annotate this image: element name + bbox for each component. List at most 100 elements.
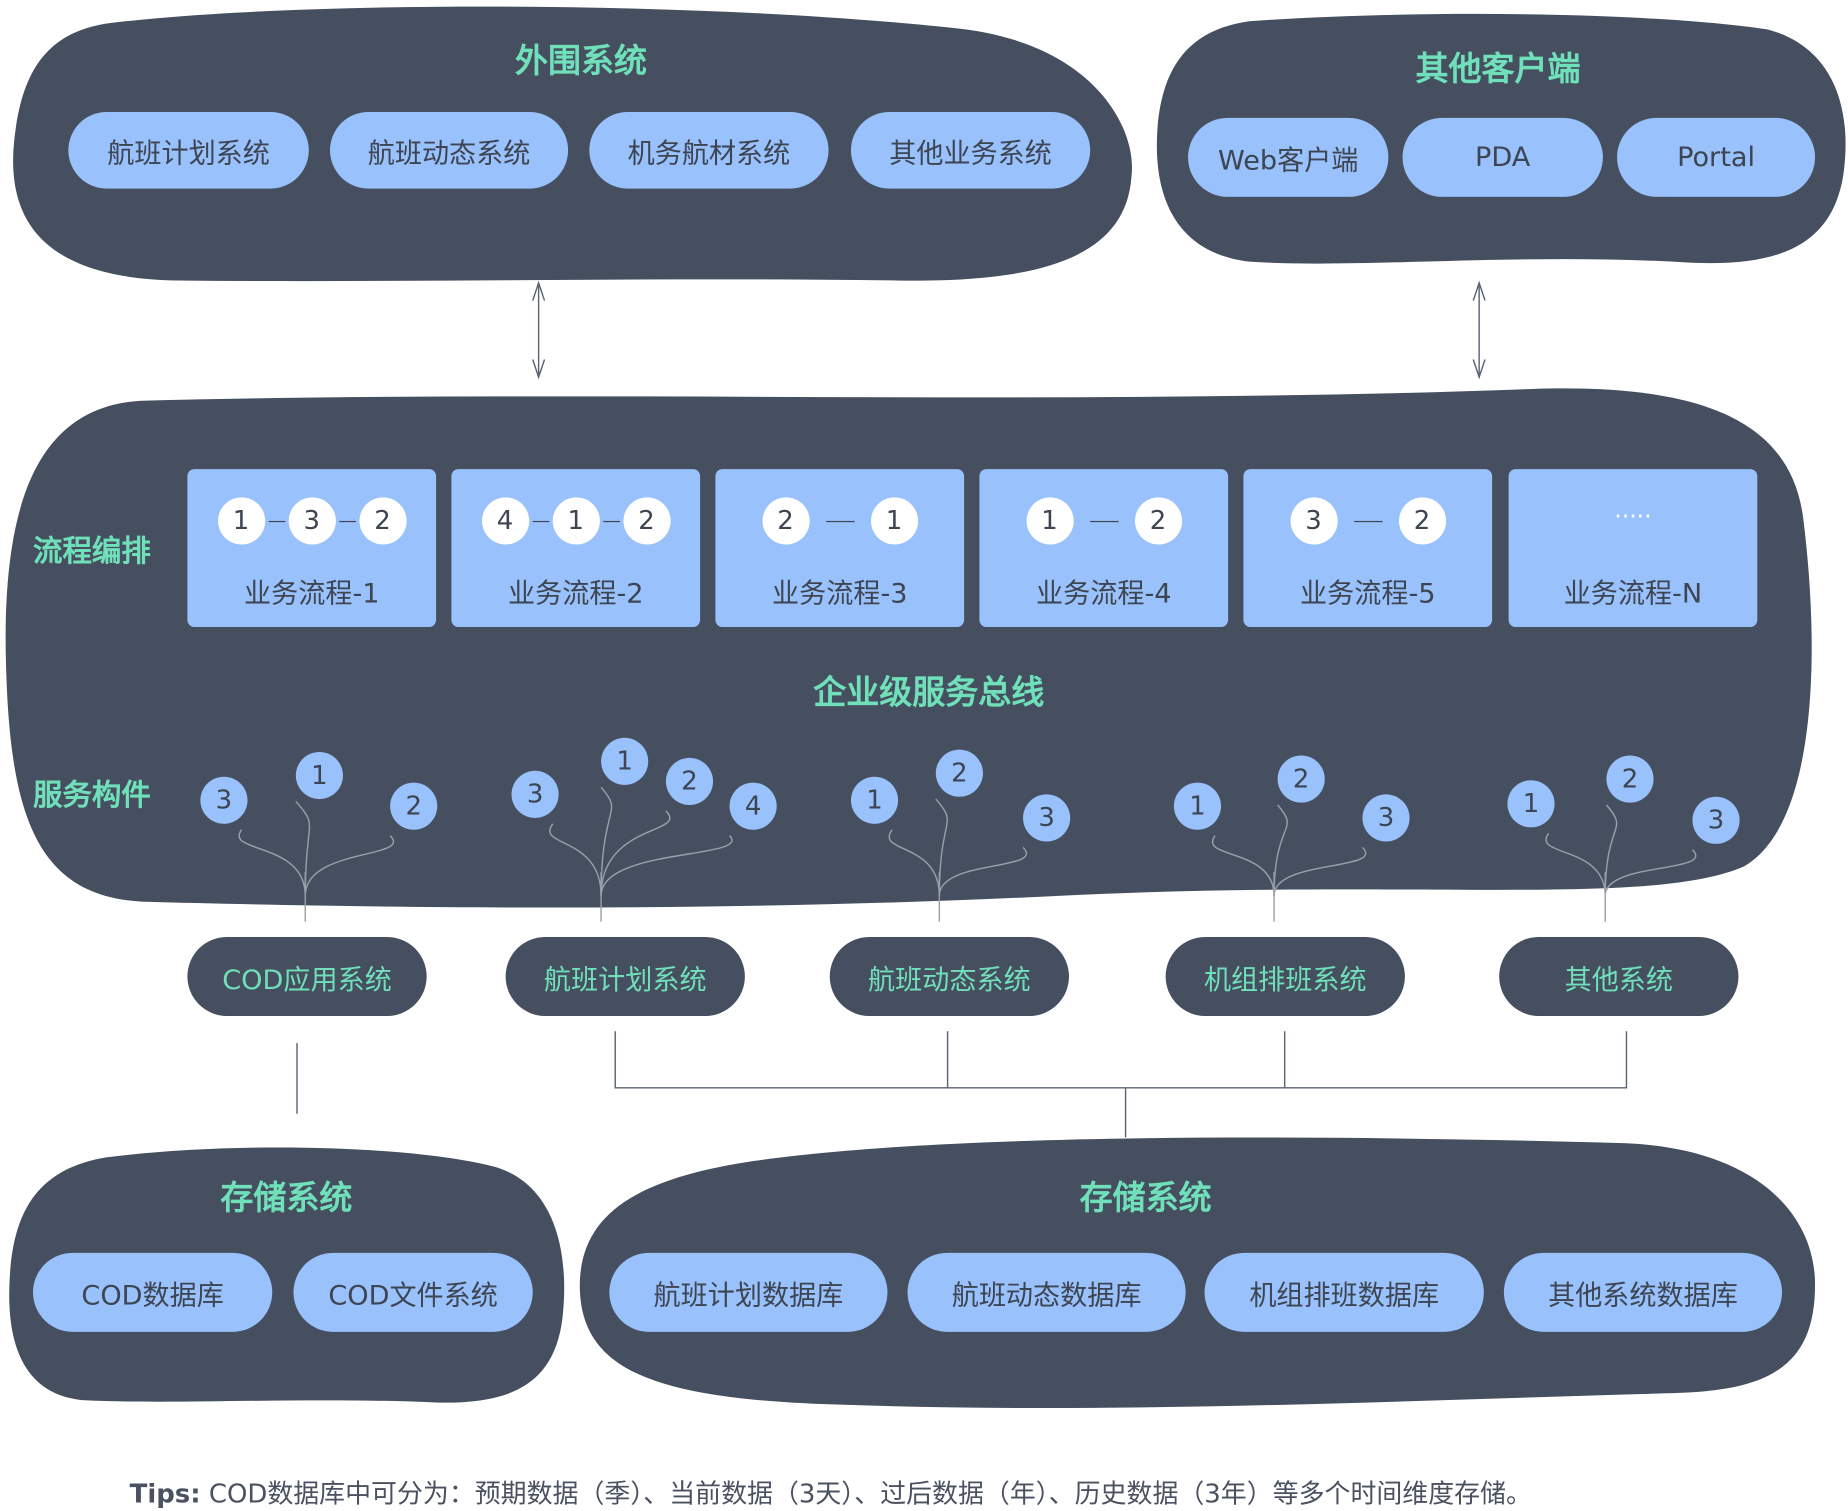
- service-component[interactable]: 3: [1692, 796, 1740, 844]
- flow-label: 业务流程-2: [508, 578, 644, 610]
- flow-connector: [825, 520, 854, 522]
- flow-node: 2: [622, 497, 671, 545]
- component-branch: [888, 829, 941, 896]
- flow-ellipsis: .....: [1614, 495, 1652, 524]
- clients-title: 其他客户端: [1415, 49, 1581, 89]
- component-branch: [938, 846, 1027, 896]
- storage-item[interactable]: 航班动态数据库: [907, 1252, 1186, 1332]
- tips-note: Tips: COD数据库中可分为：预期数据（季）、当前数据（3天）、过后数据（年…: [130, 1473, 1532, 1511]
- flow-connector: [1353, 520, 1382, 522]
- component-branch: [295, 800, 311, 896]
- flow-nodes: .....: [1509, 497, 1758, 544]
- app-item[interactable]: 航班动态系统: [829, 936, 1069, 1016]
- flow-node: 1: [870, 497, 918, 545]
- arrow-head-down: [532, 359, 546, 380]
- flow-connector: [602, 520, 620, 522]
- app-item[interactable]: 航班计划系统: [505, 936, 745, 1016]
- component-branch: [304, 835, 394, 896]
- app-item[interactable]: COD应用系统: [187, 936, 427, 1016]
- flow-node: 1: [552, 497, 600, 545]
- flow-connector: [1089, 520, 1118, 522]
- storage-left-blob: [9, 1147, 565, 1403]
- peripheral-item[interactable]: 机务航材系统: [589, 111, 829, 189]
- flow-node: 2: [1398, 497, 1446, 545]
- flow-card[interactable]: 4 1 2 业务流程-2: [451, 469, 701, 628]
- flow-connector: [268, 520, 285, 522]
- peripheral-item[interactable]: 其他业务系统: [850, 111, 1091, 189]
- component-branch: [935, 798, 948, 896]
- client-item[interactable]: PDA: [1402, 117, 1603, 197]
- bracket-apps-storage: [614, 1031, 1628, 1138]
- component-branch: [1273, 846, 1367, 896]
- client-item[interactable]: Portal: [1617, 117, 1816, 197]
- arrow-head-up: [1472, 280, 1486, 301]
- flow-card[interactable]: 1 3 2 业务流程-1: [187, 469, 437, 628]
- arrow-head-up: [532, 280, 546, 301]
- storage-right-blob: [579, 1137, 1816, 1409]
- peripheral-item[interactable]: 航班计划系统: [68, 111, 309, 189]
- storage-item[interactable]: COD文件系统: [293, 1252, 533, 1332]
- peripheral-title: 外围系统: [515, 41, 648, 81]
- flow-label: 业务流程-4: [1036, 578, 1172, 610]
- service-component[interactable]: 2: [935, 749, 983, 797]
- flow-connector: [338, 520, 356, 522]
- flow-card[interactable]: 1 2 业务流程-4: [979, 469, 1229, 628]
- component-branch: [600, 810, 671, 896]
- app-item[interactable]: 其他系统: [1499, 936, 1739, 1016]
- service-component[interactable]: 3: [511, 770, 559, 818]
- service-component[interactable]: 1: [1507, 780, 1555, 828]
- service-component[interactable]: 1: [850, 776, 899, 824]
- tips-text: COD数据库中可分为：预期数据（季）、当前数据（3天）、过后数据（年）、历史数据…: [200, 1480, 1532, 1510]
- flow-label: 业务流程-3: [772, 578, 908, 610]
- flow-node: 3: [1289, 497, 1338, 545]
- service-component[interactable]: 1: [601, 737, 649, 785]
- client-item[interactable]: Web客户端: [1188, 117, 1389, 197]
- flow-node: 4: [481, 497, 529, 545]
- component-branch: [600, 835, 733, 896]
- service-component[interactable]: 2: [665, 757, 714, 805]
- flow-card[interactable]: 3 2 业务流程-5: [1243, 469, 1493, 628]
- component-branch: [238, 829, 306, 896]
- flow-node: 2: [761, 497, 810, 545]
- flow-label: 业务流程-5: [1300, 578, 1436, 610]
- storage-item[interactable]: 航班计划数据库: [609, 1252, 888, 1332]
- orchestration-label: 流程编排: [33, 533, 151, 569]
- peripheral-blob: [13, 6, 1132, 282]
- component-branch: [1604, 804, 1618, 896]
- component-branch: [549, 823, 602, 896]
- service-component[interactable]: 1: [295, 751, 343, 800]
- arrow-head-down: [1472, 359, 1486, 380]
- storage-connectors: [296, 1031, 1628, 1138]
- service-component[interactable]: 2: [1277, 755, 1325, 803]
- storage-item[interactable]: 机组排班数据库: [1204, 1252, 1484, 1332]
- service-component[interactable]: 3: [200, 776, 248, 824]
- component-branch: [1273, 804, 1288, 896]
- components-label: 服务构件: [33, 777, 151, 813]
- peripheral-item[interactable]: 航班动态系统: [330, 111, 569, 189]
- flow-card[interactable]: 2 1 业务流程-3: [715, 469, 965, 628]
- flow-node: 2: [358, 497, 407, 545]
- component-branch: [1211, 835, 1275, 896]
- app-item[interactable]: 机组排班系统: [1165, 936, 1405, 1016]
- flow-card[interactable]: ..... 业务流程-N: [1508, 469, 1758, 628]
- storage-item[interactable]: 其他系统数据库: [1503, 1252, 1783, 1332]
- service-component[interactable]: 1: [1173, 782, 1222, 830]
- flow-connector: [532, 520, 549, 522]
- service-component[interactable]: 2: [1606, 755, 1654, 803]
- service-component[interactable]: 2: [390, 782, 438, 830]
- service-component[interactable]: 4: [729, 782, 777, 830]
- connector-arrows: [532, 280, 1486, 380]
- service-component[interactable]: 3: [1023, 794, 1071, 842]
- service-component[interactable]: 3: [1362, 794, 1410, 842]
- component-stems: [238, 786, 1697, 922]
- esb-title: 企业级服务总线: [813, 672, 1045, 712]
- component-branch: [600, 786, 613, 896]
- storage-item[interactable]: COD数据库: [33, 1252, 273, 1332]
- flow-node: 1: [217, 497, 265, 545]
